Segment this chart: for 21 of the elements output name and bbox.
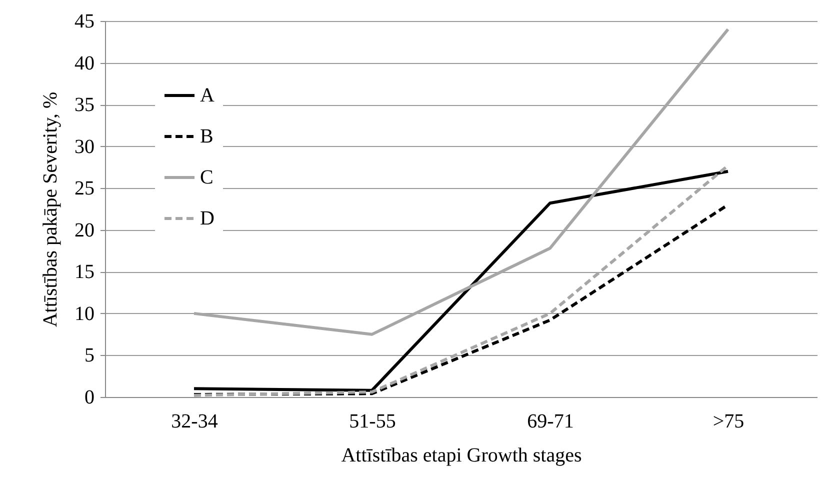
y-tick-label: 20: [74, 219, 94, 242]
y-tick-label: 15: [74, 261, 94, 284]
line-series: [192, 28, 730, 336]
y-tick-label: 25: [74, 178, 94, 200]
y-tick-label: 40: [74, 52, 94, 74]
x-axis-title: Attīstības etapi Growth stages: [341, 444, 582, 466]
y-tick-label: 45: [74, 10, 94, 32]
y-tick-label: 5: [84, 344, 94, 367]
legend-label: B: [200, 126, 214, 148]
x-tick-label: 69-71: [527, 410, 574, 432]
x-tick-label: 32-34: [171, 410, 218, 432]
x-tick-label: >75: [712, 410, 744, 432]
y-axis-title: Attīstības pakāpe Severity, %: [40, 92, 62, 328]
y-tick-label: 0: [84, 386, 94, 408]
legend-label: C: [200, 166, 214, 188]
y-tick-label: 35: [74, 94, 94, 116]
x-tick-label: 51-55: [349, 410, 396, 432]
legend-label: D: [200, 208, 214, 230]
legend-label: A: [200, 84, 215, 106]
y-tick-label: 10: [74, 302, 94, 325]
y-tick-label: 30: [74, 136, 94, 158]
